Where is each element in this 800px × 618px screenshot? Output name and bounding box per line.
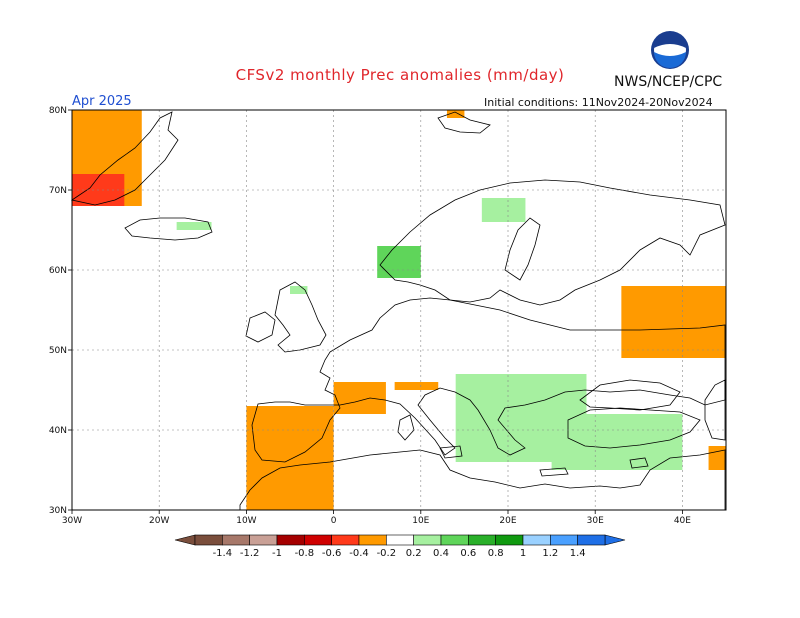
svalbard-coast [437,111,491,134]
colorbar-label: 0.8 [488,548,504,559]
initial-conditions: Initial conditions: 11Nov2024-20Nov2024 [484,96,713,109]
colorbar-swatch [522,534,551,546]
france-dry [333,382,386,414]
colorbar-swatch [358,534,387,546]
colorbar-label: 0.2 [406,548,422,559]
colorbar-label: -1 [272,548,282,559]
crete-coast [539,467,569,477]
europe-coast [251,297,726,463]
iceland-wet [176,222,212,230]
colorbar-max-arrow [604,534,626,546]
colorbar-label: 1.2 [542,548,558,559]
noaa-logo: NOAA [651,31,689,69]
logo-text: NOAA [657,46,683,55]
turkey-coast [567,407,701,449]
colorbar-label: 1 [520,548,526,559]
iberia-light-dry [246,406,334,510]
norway-wet [377,246,421,278]
colorbar-label: -0.4 [349,548,369,559]
lon-tick-label: 40E [674,516,691,526]
lat-tick-label: 30N [49,506,67,516]
colorbar-label: 0.4 [433,548,449,559]
lon-tick-label: 30E [587,516,604,526]
svalbard-anomaly [446,110,465,118]
colorbar-label: -1.2 [240,548,260,559]
anomaly-layer [72,110,726,510]
cyprus-coast [629,457,649,469]
lat-tick-label: 80N [49,106,67,116]
colorbar-min-arrow [174,534,196,546]
caspian-coast [704,379,726,441]
forecast-month: Apr 2025 [72,94,132,109]
colorbar: -1.4 -1.2 -1 -0.8 -0.6 -0.4 -0.2 0.2 0.4 0.6 0.8 1 1… [174,534,626,559]
turkey-light-wet [551,414,683,470]
map-title: CFSv2 monthly Prec anomalies (mm/day) [235,66,565,84]
middle-east-dry [708,446,726,470]
colorbar-swatch [413,534,442,546]
britain-coast [274,281,327,353]
colorbar-label: 0.6 [460,548,476,559]
colorbar-swatch [468,534,496,546]
lat-tick-label: 70N [49,186,67,196]
iceland-coast [124,217,213,241]
scandinavia-light-wet [481,198,526,222]
colorbar-swatch [495,534,524,546]
russia-dry [621,286,726,358]
colorbar-label: -1.4 [213,548,233,559]
sicily-coast [439,445,463,459]
colorbar-swatch [276,534,305,546]
lon-tick-label: 30W [62,516,82,526]
sardinia-coast [397,414,415,441]
colorbar-swatch [194,534,223,546]
colorbar-swatch [331,534,360,546]
colorbar-swatch [577,534,606,546]
colorbar-label: -0.2 [377,548,397,559]
graticule [72,110,726,510]
alps-dry [394,382,439,390]
bothnia-coast [504,217,541,281]
colorbar-label: -0.6 [322,548,342,559]
lat-tick-label: 50N [49,346,67,356]
colorbar-swatch [440,534,469,546]
black-sea-coast [579,379,681,411]
lon-tick-label: 0 [331,516,337,526]
lat-tick-label: 60N [49,266,67,276]
lon-tick-label: 20E [499,516,516,526]
greenland-coast [70,111,179,206]
colorbar-swatch [249,534,278,546]
scandinavia-coast [379,179,726,306]
colorbar-swatch [550,534,578,546]
colorbar-swatch [386,534,414,546]
africa-coast [239,449,726,511]
lon-tick-label: 10W [236,516,256,526]
colorbar-label: -0.8 [295,548,315,559]
coastline-layer [70,111,726,511]
colorbar-label: 1.4 [570,548,586,559]
lon-tick-label: 20W [149,516,169,526]
lat-tick-label: 40N [49,426,67,436]
colorbar-swatch [222,534,250,546]
scotland-wet [290,286,308,294]
map-frame [71,109,727,511]
agency-label: NWS/NCEP/CPC [614,74,723,90]
ireland-coast [245,311,276,343]
colorbar-swatch [304,534,332,546]
lon-tick-label: 10E [412,516,429,526]
